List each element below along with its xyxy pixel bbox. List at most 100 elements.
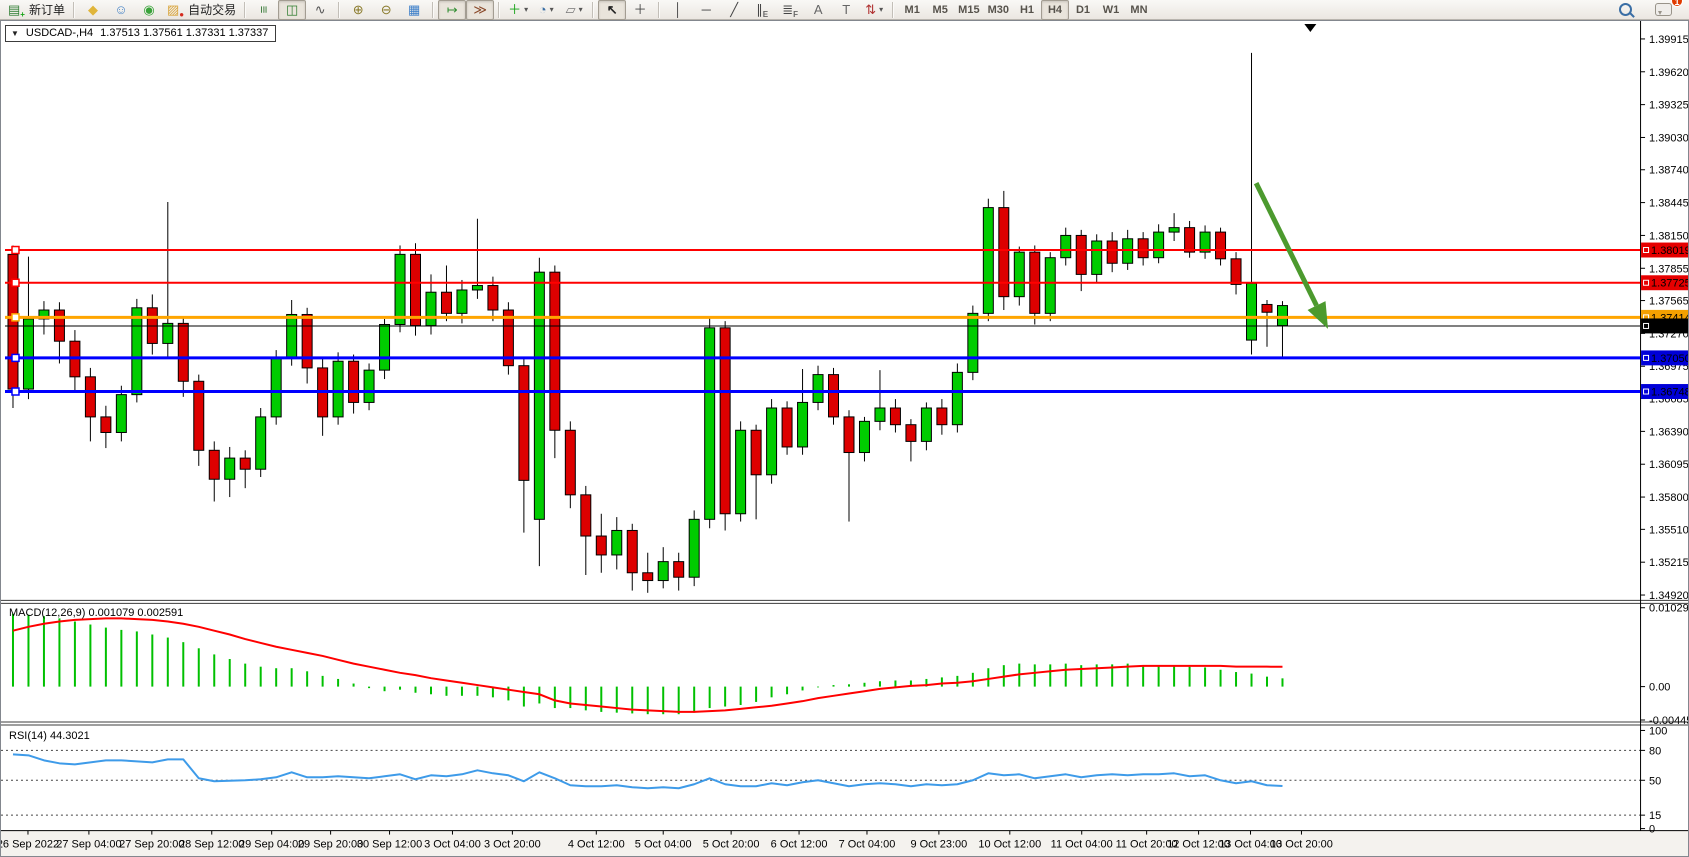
svg-text:29 Sep 04:00: 29 Sep 04:00 bbox=[239, 839, 304, 851]
svg-text:50: 50 bbox=[1649, 775, 1661, 787]
zoom-in-button[interactable]: ⊕ bbox=[344, 0, 372, 20]
svg-text:1.39325: 1.39325 bbox=[1649, 100, 1688, 112]
timeframe-mn-label: MN bbox=[1130, 3, 1148, 16]
search-button[interactable] bbox=[1611, 0, 1639, 20]
community-button[interactable]: ☺ bbox=[107, 0, 135, 20]
autotrading-button-label: 自动交易 bbox=[188, 3, 237, 17]
svg-text:15: 15 bbox=[1649, 810, 1661, 822]
svg-text:1.37565: 1.37565 bbox=[1649, 296, 1688, 308]
equidistant-channel-button[interactable]: ∥ E bbox=[748, 0, 776, 20]
svg-text:5 Oct 04:00: 5 Oct 04:00 bbox=[635, 839, 692, 851]
signals-icon: ◉ bbox=[143, 2, 155, 17]
autotrading-button[interactable]: ▨ ● 自动交易 bbox=[163, 0, 240, 20]
zoom-in-icon: ⊕ bbox=[352, 2, 364, 17]
svg-text:1.37337: 1.37337 bbox=[1651, 321, 1688, 333]
timeframe-m5-label: M5 bbox=[932, 3, 948, 16]
svg-text:29 Sep 20:00: 29 Sep 20:00 bbox=[298, 839, 363, 851]
icon-modifier: ● bbox=[179, 9, 185, 19]
line-chart-icon: ∿ bbox=[314, 2, 326, 17]
svg-text:80: 80 bbox=[1649, 745, 1661, 757]
svg-text:13 Oct 20:00: 13 Oct 20:00 bbox=[1270, 839, 1333, 851]
arrow-objects-button[interactable]: ⇅ ▾ bbox=[860, 0, 888, 20]
svg-text:100: 100 bbox=[1649, 725, 1667, 737]
templates-icon: ▱ bbox=[565, 2, 576, 17]
svg-text:27 Sep 04:00: 27 Sep 04:00 bbox=[56, 839, 121, 851]
svg-text:4 Oct 12:00: 4 Oct 12:00 bbox=[568, 839, 625, 851]
toolbar-separator bbox=[432, 1, 435, 18]
svg-text:1.36748: 1.36748 bbox=[1651, 387, 1688, 399]
timeframe-w1[interactable]: W1 bbox=[1097, 0, 1125, 20]
templates-button[interactable]: ▱ ▾ bbox=[560, 0, 588, 20]
equidistant-channel-icon: ∥ bbox=[756, 2, 763, 17]
cursor-icon: ↖ bbox=[606, 2, 618, 17]
candlestick-chart-button[interactable]: ◫ bbox=[278, 0, 307, 20]
community-icon: ☺ bbox=[114, 2, 128, 17]
svg-text:1.37050: 1.37050 bbox=[1651, 353, 1688, 365]
metaeditor-icon: ◆ bbox=[87, 2, 98, 17]
tile-windows-button[interactable]: ▦ bbox=[400, 0, 428, 20]
chevron-down-icon[interactable]: ▾ bbox=[549, 5, 554, 14]
text-label-button[interactable]: T bbox=[832, 0, 860, 20]
metaeditor-button[interactable]: ◆ bbox=[79, 0, 107, 20]
svg-text:13 Oct 04:00: 13 Oct 04:00 bbox=[1219, 839, 1282, 851]
search-icon bbox=[1618, 3, 1632, 16]
text-button[interactable]: A bbox=[804, 0, 832, 20]
time-axis[interactable] bbox=[1, 832, 1641, 856]
periods-button[interactable]: ◔ ▾ bbox=[532, 0, 560, 20]
symbol-dropdown-icon[interactable]: ▼ bbox=[11, 28, 19, 38]
svg-text:1.35215: 1.35215 bbox=[1649, 557, 1688, 569]
svg-text:1.37414: 1.37414 bbox=[1651, 312, 1688, 324]
svg-text:1.38150: 1.38150 bbox=[1649, 230, 1688, 242]
price-axis[interactable] bbox=[1640, 21, 1688, 831]
shift-end-button[interactable]: ↦ bbox=[438, 0, 467, 20]
timeframe-m30[interactable]: M30 bbox=[984, 0, 1013, 20]
chevron-down-icon[interactable]: ▾ bbox=[524, 5, 529, 14]
svg-text:0.00: 0.00 bbox=[1649, 682, 1670, 694]
symbol-info-box[interactable]: ▼ USDCAD-,H4 1.37513 1.37561 1.37331 1.3… bbox=[5, 25, 277, 42]
toolbar-separator bbox=[592, 1, 595, 18]
timeframe-h4[interactable]: H4 bbox=[1040, 0, 1069, 20]
autoscroll-button[interactable]: ≫ bbox=[466, 0, 495, 20]
chevron-down-icon[interactable]: ▾ bbox=[879, 5, 884, 14]
toolbar-separator bbox=[892, 1, 895, 18]
svg-text:1.38019: 1.38019 bbox=[1651, 245, 1688, 257]
svg-text:1.36685: 1.36685 bbox=[1649, 394, 1688, 406]
vertical-line-icon: │ bbox=[674, 2, 683, 17]
timeframe-m1[interactable]: M1 bbox=[898, 0, 926, 20]
svg-text:0.01029: 0.01029 bbox=[1649, 603, 1688, 615]
fibonacci-button[interactable]: ≣ F bbox=[776, 0, 804, 20]
signals-button[interactable]: ◉ bbox=[135, 0, 163, 20]
horizontal-line-button[interactable]: ─ bbox=[692, 0, 720, 20]
svg-text:1.35510: 1.35510 bbox=[1649, 524, 1688, 536]
svg-text:1.37855: 1.37855 bbox=[1649, 263, 1688, 275]
svg-text:28 Sep 12:00: 28 Sep 12:00 bbox=[179, 839, 244, 851]
svg-text:10 Oct 12:00: 10 Oct 12:00 bbox=[978, 839, 1041, 851]
indicators-icon: ＋ bbox=[508, 2, 522, 17]
notifications-button[interactable]: 1 bbox=[1649, 0, 1683, 20]
macd-label: MACD(12,26,9) 0.001079 0.002591 bbox=[9, 607, 184, 619]
bar-chart-button[interactable]: ≡ bbox=[250, 0, 278, 20]
vertical-line-button[interactable]: │ bbox=[664, 0, 692, 20]
timeframe-w1-label: W1 bbox=[1102, 3, 1120, 16]
chevron-down-icon[interactable]: ▾ bbox=[578, 5, 583, 14]
timeframe-mn[interactable]: MN bbox=[1125, 0, 1153, 20]
svg-text:6 Oct 12:00: 6 Oct 12:00 bbox=[771, 839, 828, 851]
trendline-button[interactable]: ╱ bbox=[720, 0, 748, 20]
timeframe-m5[interactable]: M5 bbox=[926, 0, 954, 20]
icon-modifier: E bbox=[762, 9, 769, 19]
timeframe-m15[interactable]: M15 bbox=[954, 0, 983, 20]
svg-text:3 Oct 04:00: 3 Oct 04:00 bbox=[424, 839, 481, 851]
zoom-out-icon: ⊖ bbox=[380, 2, 392, 17]
cursor-button[interactable]: ↖ bbox=[598, 0, 627, 20]
svg-text:27 Sep 20:00: 27 Sep 20:00 bbox=[119, 839, 184, 851]
indicators-button[interactable]: ＋ ▾ bbox=[504, 0, 532, 20]
timeframe-h1[interactable]: H1 bbox=[1013, 0, 1041, 20]
svg-text:1.36390: 1.36390 bbox=[1649, 426, 1688, 438]
crosshair-button[interactable]: ＋ bbox=[626, 0, 654, 20]
zoom-out-button[interactable]: ⊖ bbox=[372, 0, 400, 20]
line-chart-button[interactable]: ∿ bbox=[306, 0, 334, 20]
new-order-button[interactable]: ▤ + 新订单 bbox=[4, 0, 69, 20]
chart-canvas[interactable]: 1.39915 1.39620 1.39325 1.39030 1.38740 1.384… bbox=[1, 21, 1688, 856]
rsi-label: RSI(14) 44.3021 bbox=[9, 730, 90, 742]
timeframe-d1[interactable]: D1 bbox=[1069, 0, 1097, 20]
